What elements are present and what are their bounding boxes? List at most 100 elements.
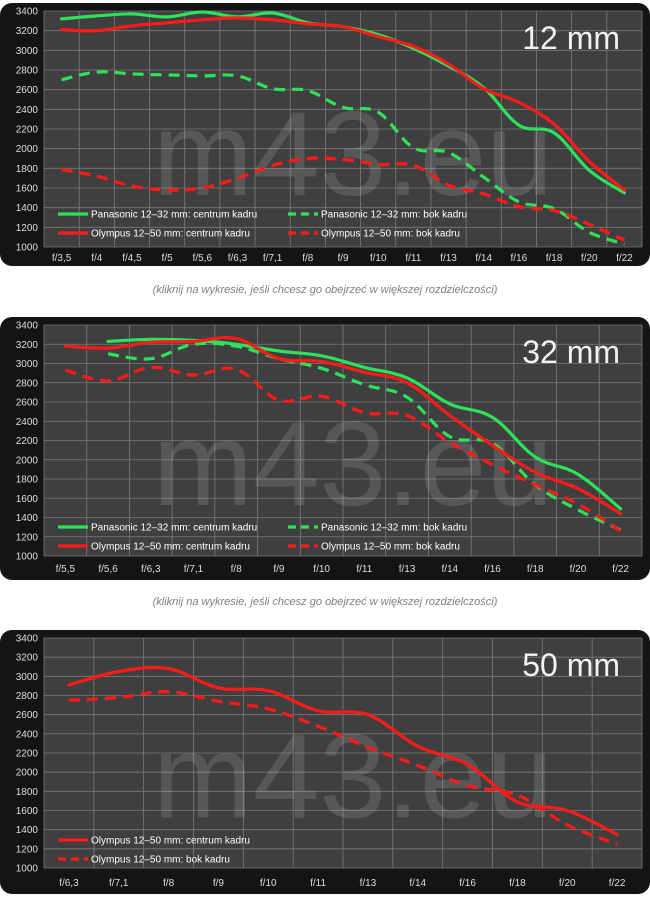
y-tick-label: 2800 — [16, 378, 39, 389]
y-tick-label: 1200 — [16, 532, 39, 543]
y-tick-label: 1400 — [16, 203, 39, 214]
x-tick-label: f/6,3 — [228, 253, 248, 264]
x-tick-label: f/3,5 — [52, 253, 72, 264]
x-tick-label: f/5 — [162, 253, 174, 264]
x-tick-label: f/11 — [310, 878, 326, 889]
legend-label: Olympus 12–50 mm: centrum kadru — [91, 836, 250, 847]
x-tick-label: f/13 — [360, 878, 377, 889]
legend-label: Panasonic 12–32 mm: bok kadru — [321, 523, 467, 534]
x-tick-label: f/18 — [546, 253, 563, 264]
x-tick-label: f/16 — [511, 253, 528, 264]
x-tick-label: f/11 — [356, 564, 372, 575]
y-tick-label: 1000 — [16, 864, 39, 875]
chart-50mm[interactable]: 1000 1200 1400 1600 1800 2000 2200 2400 2600 2800… — [0, 630, 650, 894]
x-tick-label: f/6,3 — [59, 878, 79, 889]
legend-item[interactable]: Olympus 12–50 mm: bok kadru — [288, 542, 460, 553]
y-tick-label: 2800 — [16, 66, 39, 77]
x-tick-label: f/13 — [440, 253, 457, 264]
y-tick-label: 2200 — [16, 125, 39, 136]
x-tick-label: f/8 — [231, 564, 243, 575]
series-line-3[interactable] — [61, 156, 626, 242]
chart-panel-12mm[interactable]: 1000 1200 1400 1600 1800 2000 2200 2400 2600 2800… — [0, 3, 650, 266]
series-line-1[interactable] — [61, 70, 625, 246]
x-tick-label: f/7,1 — [263, 253, 283, 264]
legend-item[interactable]: Olympus 12–50 mm: bok kadru — [58, 855, 230, 866]
series-line-1[interactable] — [68, 690, 618, 846]
watermark-text: m43.eu — [153, 397, 553, 531]
x-tick-label: f/9 — [337, 253, 349, 264]
x-tick-label: f/22 — [609, 878, 626, 889]
caption-link-1[interactable]: (kliknij na wykresie, jeśli chcesz go ob… — [152, 284, 498, 296]
y-tick-label: 1800 — [16, 475, 39, 486]
x-tick-label: f/5,5 — [56, 564, 76, 575]
y-tick-label: 3200 — [16, 340, 39, 351]
legend-item[interactable]: Olympus 12–50 mm: bok kadru — [288, 229, 460, 240]
y-tick-label: 3200 — [16, 653, 39, 664]
x-tick-label: f/4,5 — [122, 253, 142, 264]
x-tick-label: f/20 — [570, 564, 587, 575]
y-tick-label: 2000 — [16, 455, 39, 466]
chart-12mm[interactable]: 1000 1200 1400 1600 1800 2000 2200 2400 2600 2800… — [0, 3, 650, 266]
x-tick-label: f/18 — [509, 878, 526, 889]
series-line-2[interactable] — [63, 335, 623, 516]
x-tick-label: f/20 — [559, 878, 576, 889]
caption-link-2[interactable]: (kliknij na wykresie, jeśli chcesz go ob… — [152, 596, 498, 608]
x-tick-label: f/9 — [273, 564, 285, 575]
y-tick-label: 1600 — [16, 184, 39, 195]
x-tick-label: f/7,1 — [184, 564, 204, 575]
y-tick-label: 1200 — [16, 844, 39, 855]
x-tick-label: f/14 — [475, 253, 492, 264]
legend-label: Olympus 12–50 mm: centrum kadru — [91, 229, 250, 240]
y-tick-label: 1800 — [16, 787, 39, 798]
y-tick-label: 3000 — [16, 46, 39, 57]
chart-title: 50 mm — [522, 647, 620, 683]
legend-item[interactable]: Olympus 12–50 mm: centrum kadru — [58, 229, 250, 240]
y-tick-label: 2200 — [16, 436, 39, 447]
legend-item[interactable]: Olympus 12–50 mm: centrum kadru — [58, 542, 250, 553]
x-tick-label: f/13 — [399, 564, 416, 575]
y-tick-label: 2000 — [16, 768, 39, 779]
legend-label: Panasonic 12–32 mm: bok kadru — [321, 210, 467, 221]
y-tick-label: 2600 — [16, 85, 39, 96]
series-line-0[interactable] — [67, 665, 619, 837]
legend-item[interactable]: Panasonic 12–32 mm: centrum kadru — [58, 210, 257, 221]
y-tick-label: 3000 — [16, 672, 39, 683]
y-tick-label: 2600 — [16, 710, 39, 721]
y-tick-label: 3400 — [16, 321, 39, 332]
series-line-2[interactable] — [60, 16, 626, 192]
legend-label: Panasonic 12–32 mm: centrum kadru — [91, 523, 257, 534]
legend-item[interactable]: Olympus 12–50 mm: centrum kadru — [58, 836, 250, 847]
y-tick-label: 2400 — [16, 105, 39, 116]
chart-32mm[interactable]: 1000 1200 1400 1600 1800 2000 2200 2400 2600 2800… — [0, 317, 650, 580]
legend-item[interactable]: Panasonic 12–32 mm: bok kadru — [288, 210, 467, 221]
y-tick-label: 1000 — [16, 243, 39, 254]
x-tick-label: f/10 — [260, 878, 277, 889]
legend-label: Olympus 12–50 mm: bok kadru — [91, 855, 230, 866]
x-tick-label: f/11 — [405, 253, 421, 264]
legend-item[interactable]: Panasonic 12–32 mm: centrum kadru — [58, 523, 257, 534]
watermark-text: m43.eu — [153, 709, 553, 843]
chart-title: 32 mm — [522, 334, 620, 370]
x-tick-label: f/16 — [484, 564, 501, 575]
chart-panel-32mm[interactable]: 1000 1200 1400 1600 1800 2000 2200 2400 2600 2800… — [0, 317, 650, 580]
x-tick-label: f/5,6 — [193, 253, 213, 264]
x-tick-label: f/7,1 — [109, 878, 129, 889]
chart-title: 12 mm — [522, 20, 620, 56]
x-tick-label: f/20 — [581, 253, 598, 264]
y-tick-label: 3400 — [16, 634, 39, 645]
y-tick-label: 1000 — [16, 552, 39, 563]
chart-panel-50mm[interactable]: 1000 1200 1400 1600 1800 2000 2200 2400 2600 2800… — [0, 630, 650, 894]
x-tick-label: f/6,3 — [141, 564, 161, 575]
x-tick-label: f/9 — [213, 878, 225, 889]
y-tick-label: 2000 — [16, 144, 39, 155]
series-line-3[interactable] — [64, 365, 622, 533]
y-tick-label: 3400 — [16, 7, 39, 18]
x-tick-label: f/10 — [313, 564, 330, 575]
y-tick-label: 3200 — [16, 26, 39, 37]
y-tick-label: 1600 — [16, 494, 39, 505]
x-tick-label: f/4 — [91, 253, 103, 264]
x-tick-label: f/8 — [302, 253, 314, 264]
x-tick-label: f/16 — [459, 878, 476, 889]
y-tick-label: 2800 — [16, 691, 39, 702]
legend-item[interactable]: Panasonic 12–32 mm: bok kadru — [288, 523, 467, 534]
